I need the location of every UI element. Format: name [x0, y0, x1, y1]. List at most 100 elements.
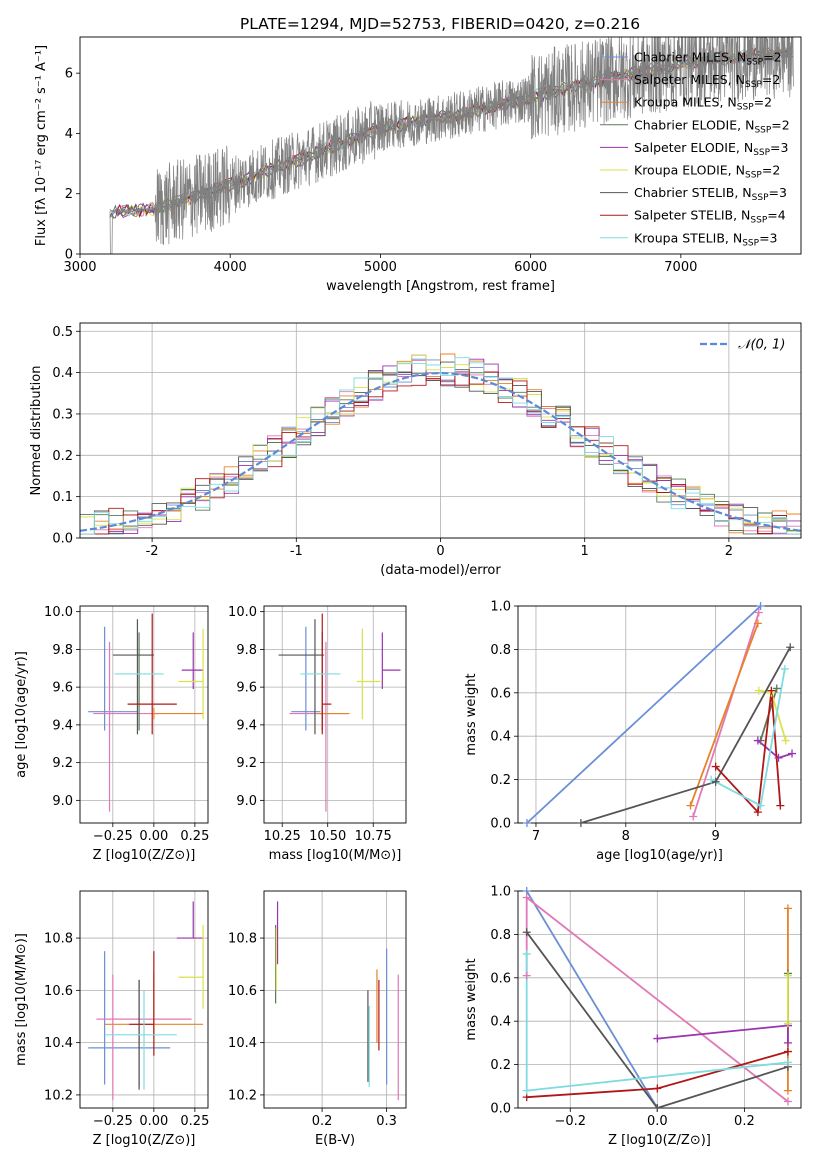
legend-entry: Chabrier STELIB, NSSP=3: [634, 185, 787, 203]
y-tick-label: 10.6: [44, 984, 73, 999]
mass-weight-marker: [653, 1034, 662, 1043]
axes-frame: [263, 605, 407, 824]
y-tick-label: 9.8: [52, 643, 73, 658]
errorbar-point: [178, 924, 204, 1009]
y-tick-label: 0.2: [52, 449, 73, 464]
mass-weight-marker: [754, 608, 763, 617]
mass-weight-marker: [753, 619, 762, 628]
mass-weight-marker: [754, 686, 763, 695]
y-tick-label: 10.4: [44, 1036, 73, 1051]
x-tick-label: 3000: [63, 260, 96, 275]
legend-nssp-subscript: SSP: [746, 58, 763, 68]
x-tick-label: −0.25: [93, 1114, 133, 1129]
mass-weight-line: [715, 690, 782, 815]
axes-frame: [79, 322, 802, 539]
x-tick-label: 0.25: [180, 829, 209, 844]
mass-weight-marker: [788, 749, 797, 758]
y-axis-label: mass weight: [464, 673, 479, 755]
errorbar-point: [289, 641, 348, 812]
x-tick-label: 0.00: [139, 829, 168, 844]
y-tick-label: 9.6: [52, 681, 73, 696]
x-tick-label: 10.50: [309, 829, 346, 844]
figure-title: PLATE=1294, MJD=52753, FIBERID=0420, z=0…: [240, 15, 640, 33]
mass-weight-marker: [783, 1019, 792, 1028]
chart-mass-vs-Z: −0.25 0.00 0.25 10.2 10.4 10.6 10.8 Z [log10(Z/…: [14, 890, 209, 1148]
x-axis-label: wavelength [Angstrom, rest frame]: [326, 279, 555, 294]
chart-age-vs-mass: 10.25 10.50 10.75 9.0 9.2 9.4 9.6 9.8 10.0 mass […: [228, 605, 407, 863]
mass-weight-line: [689, 623, 759, 806]
y-tick-label: 0.0: [490, 1102, 511, 1117]
x-axis-label: Z [log10(Z/Z⊙)]: [608, 1133, 711, 1148]
y-tick-label: 0.0: [490, 817, 511, 832]
legend-model-name: Kroupa MILES: [634, 95, 720, 110]
y-tick-label: 0.2: [490, 773, 511, 788]
axes-frame: [517, 605, 802, 824]
legend-entry: Chabrier ELODIE, NSSP=2: [634, 117, 790, 135]
x-tick-label: 0.0: [647, 1114, 668, 1129]
legend-nssp-subscript: SSP: [750, 216, 767, 226]
x-tick-label: 0.00: [139, 1114, 168, 1129]
mass-weight-line: [525, 891, 659, 1108]
errorbar-point: [178, 628, 204, 720]
mass-weight-marker: [756, 801, 765, 810]
errorbar-point: [381, 632, 401, 690]
mass-weight-line: [657, 1024, 789, 1043]
mass-weight-line: [710, 668, 786, 807]
normal-reference-curve: [80, 371, 801, 532]
mass-weight-marker: [686, 801, 695, 810]
y-tick-label: 10.6: [228, 984, 257, 999]
x-tick-label: 1: [581, 544, 589, 559]
residual-histogram-step: [80, 357, 801, 535]
legend-model-name: Chabrier ELODIE: [634, 117, 737, 132]
y-tick-label: 0.8: [490, 928, 511, 943]
legend-nssp-value: =3: [769, 185, 787, 200]
y-tick-label: 0.2: [490, 1058, 511, 1073]
x-axis-label: E(B-V): [315, 1133, 355, 1148]
y-tick-label: 0.0: [52, 532, 73, 547]
mass-weight-marker: [783, 904, 792, 913]
legend-entry: Salpeter STELIB, NSSP=4: [634, 208, 786, 226]
x-axis-label: mass [log10(M/M⊙)]: [269, 848, 402, 863]
x-tick-label: 2: [725, 544, 733, 559]
legend-model-name: Chabrier MILES: [634, 50, 729, 65]
chart-mass-vs-ebv: 0.2 0.3 10.2 10.4 10.6 10.8 E(B-V): [228, 890, 407, 1148]
x-axis-label: (data-model)/error: [380, 563, 501, 578]
mass-weight-marker: [653, 1084, 662, 1093]
legend-nssp-subscript: SSP: [754, 125, 771, 135]
y-tick-label: 0.5: [52, 325, 73, 340]
y-tick-label: 9.2: [52, 756, 73, 771]
x-tick-label: 7000: [664, 260, 697, 275]
y-tick-label: 10.4: [228, 1036, 257, 1051]
mass-weight-marker: [776, 801, 785, 810]
chart-residuals: -2 -1 0 1 2 0.0 0.1 0.2 0.3 0.4 0.5 (data-model)/er…: [29, 322, 802, 578]
mass-weight-marker: [522, 1086, 531, 1095]
x-tick-label: 10.25: [264, 829, 301, 844]
legend-nssp-prefix: , N: [729, 50, 746, 65]
x-tick-label: 6000: [514, 260, 547, 275]
mass-weight-marker: [786, 643, 795, 652]
y-tick-label: 9.4: [52, 718, 73, 733]
y-axis-label: mass [log10(M/M⊙)]: [14, 933, 29, 1066]
y-tick-label: 9.4: [236, 718, 257, 733]
y-axis-label: Normed distribution: [29, 366, 44, 496]
y-tick-label: 0.1: [52, 490, 73, 505]
mass-weight-line: [526, 606, 762, 823]
mass-weight-marker: [753, 736, 762, 745]
y-tick-label: 0.4: [490, 1015, 511, 1030]
mass-weight-marker: [781, 736, 790, 745]
mass-weight-marker: [522, 893, 531, 902]
legend-nssp-value: =2: [763, 50, 781, 65]
y-tick-label: 10.2: [44, 1088, 73, 1103]
x-tick-label: 5000: [364, 260, 397, 275]
legend-entry: Salpeter ELODIE, NSSP=3: [634, 140, 788, 158]
axes-frame: [79, 605, 209, 824]
mass-weight-marker: [783, 1047, 792, 1056]
mass-weight-line: [525, 931, 789, 1108]
x-tick-label: 7: [532, 829, 540, 844]
y-tick-label: 10.0: [44, 605, 73, 620]
mass-weight-marker: [653, 1104, 662, 1112]
errorbar-point: [112, 619, 154, 735]
legend-model-name: Kroupa STELIB: [634, 230, 725, 245]
legend: 𝒩(0, 1): [700, 338, 785, 353]
